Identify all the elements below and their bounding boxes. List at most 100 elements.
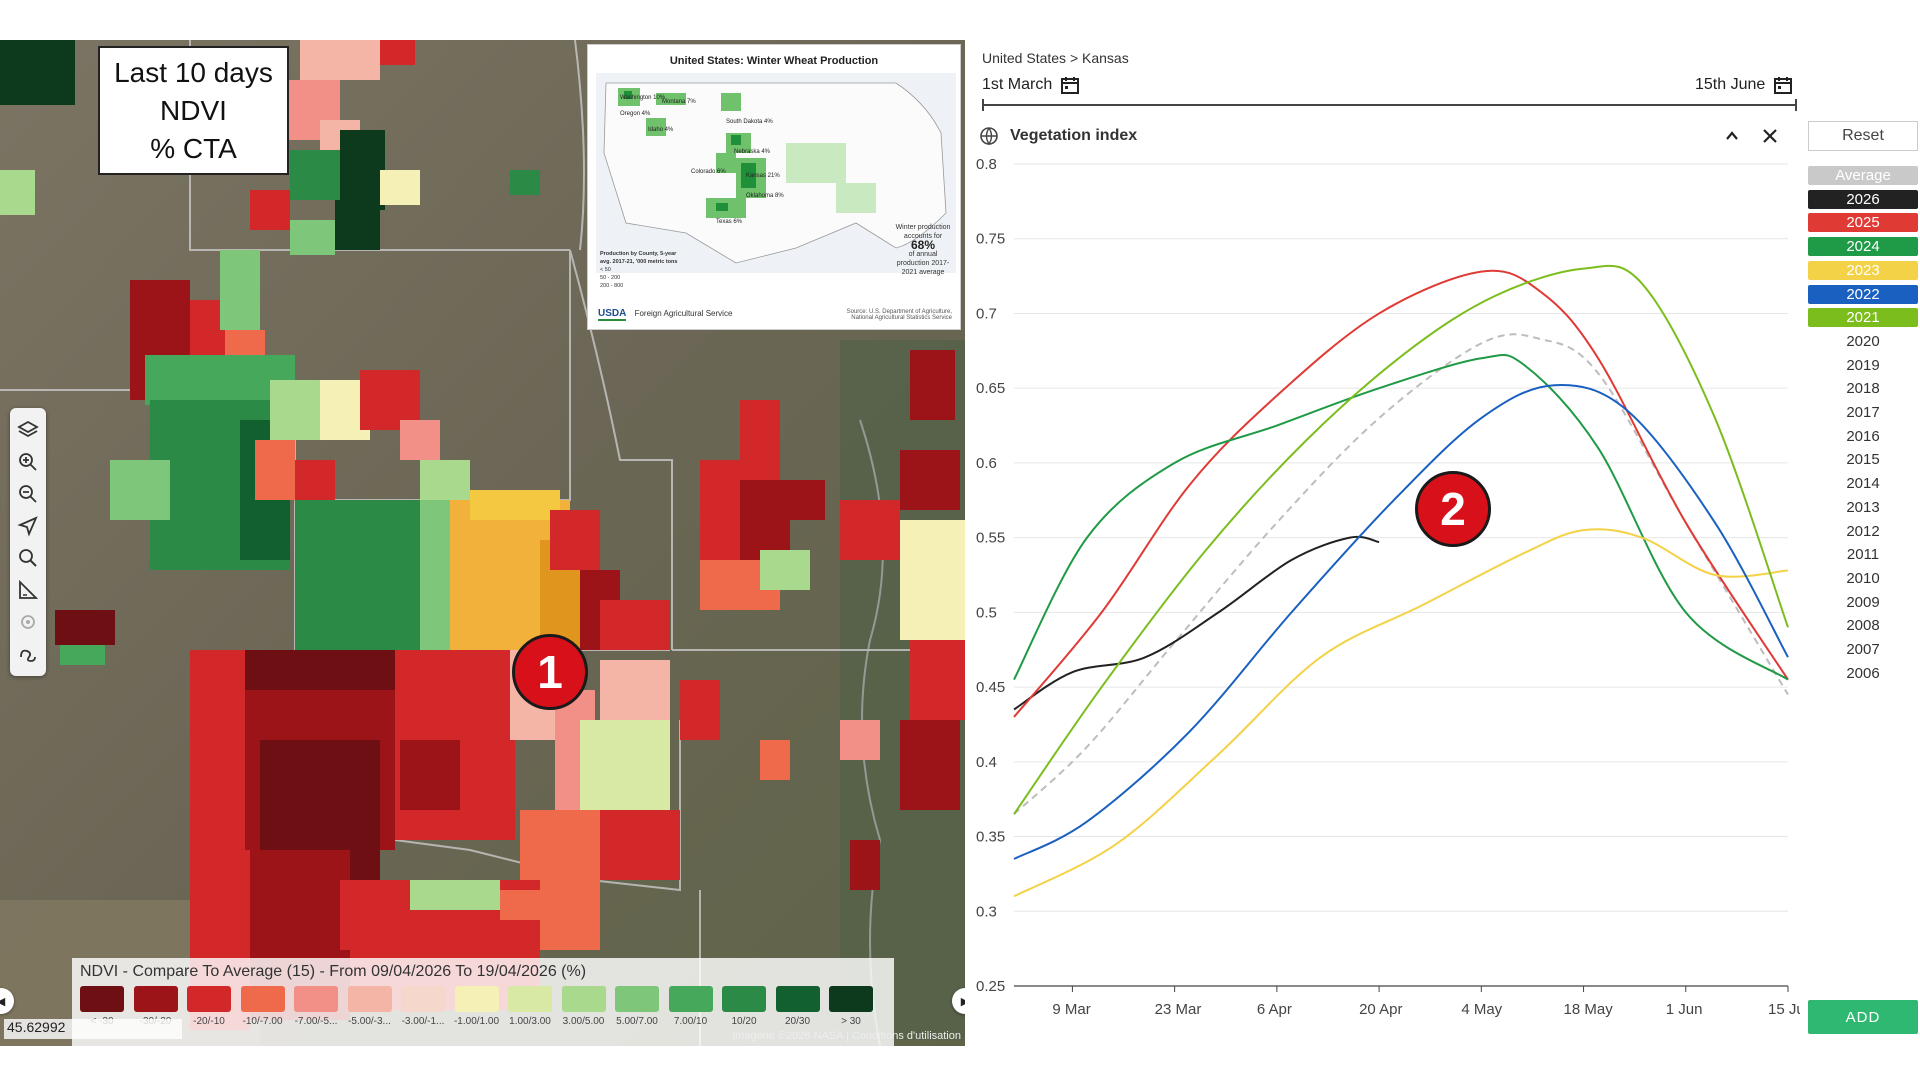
- year-button-2023[interactable]: 2023: [1808, 260, 1918, 280]
- year-button-2026[interactable]: 2026: [1808, 189, 1918, 209]
- close-icon: [1763, 129, 1777, 143]
- calendar-icon[interactable]: [1773, 75, 1793, 95]
- year-button-2017[interactable]: 2017: [1846, 404, 1880, 421]
- y-tick-label: 0.55: [976, 530, 1005, 547]
- legend-swatch: [561, 986, 606, 1012]
- close-button[interactable]: [1758, 124, 1782, 148]
- year-button-average[interactable]: Average: [1808, 166, 1918, 185]
- measure-icon[interactable]: [16, 578, 40, 602]
- x-tick-label: 20 Apr: [1359, 1001, 1402, 1018]
- year-button-2011[interactable]: 2011: [1846, 546, 1880, 564]
- legend-range-label: 10/20: [731, 1016, 757, 1027]
- date-range-slider[interactable]: [982, 99, 1797, 111]
- calendar-icon[interactable]: [1060, 75, 1080, 95]
- y-tick-label: 0.45: [976, 679, 1005, 696]
- map-marker-1: 1: [512, 634, 588, 710]
- year-button-2024[interactable]: 2024: [1808, 237, 1918, 257]
- map-panel[interactable]: Last 10 days NDVI % CTA United States: W…: [0, 40, 965, 1046]
- legend-range-label: 3.00/5.00: [562, 1016, 605, 1027]
- locate-icon[interactable]: [16, 610, 40, 634]
- collapse-button[interactable]: [1720, 124, 1744, 148]
- y-tick-label: 0.25: [976, 978, 1005, 995]
- legend-swatch: [454, 986, 499, 1012]
- series-line-2025[interactable]: [1013, 269, 1789, 718]
- year-button-2007[interactable]: 2007: [1846, 641, 1880, 658]
- year-button-2025[interactable]: 2025: [1808, 213, 1918, 233]
- legend-range-label: -20/-10: [193, 1016, 225, 1027]
- map-toolbar: [10, 408, 46, 676]
- search-icon[interactable]: [16, 546, 40, 570]
- reset-button[interactable]: Reset: [1808, 121, 1918, 151]
- x-tick-label: 6 Apr: [1257, 1001, 1292, 1018]
- caption-line-1: Last 10 days: [114, 56, 273, 88]
- year-button-2010[interactable]: 2010: [1846, 569, 1880, 587]
- usda-label-oregon: Oregon 4%: [620, 111, 651, 117]
- zoom-in-icon[interactable]: [16, 450, 40, 474]
- usda-share-callout: Winter production accounts for 68% of an…: [893, 223, 953, 277]
- year-button-2019[interactable]: 2019: [1846, 356, 1880, 374]
- y-tick-label: 0.6: [976, 455, 997, 472]
- usda-legend-item: 50 - 200: [600, 275, 621, 281]
- zoom-out-icon[interactable]: [16, 482, 40, 506]
- legend-swatch: [722, 986, 766, 1012]
- year-button-2008[interactable]: 2008: [1846, 617, 1880, 635]
- globe-icon: [980, 127, 998, 146]
- year-button-2013[interactable]: 2013: [1846, 498, 1880, 516]
- year-button-2012[interactable]: 2012: [1846, 522, 1880, 540]
- year-button-2022[interactable]: 2022: [1808, 284, 1918, 304]
- legend-swatch: [775, 986, 820, 1012]
- year-button-2006[interactable]: 2006: [1846, 664, 1880, 682]
- x-tick-label: 15 Jun: [1768, 1001, 1800, 1018]
- year-button-2020[interactable]: 2020: [1846, 332, 1880, 350]
- legend-range-label: 20/30: [784, 1016, 811, 1027]
- year-button-2018[interactable]: 2018: [1846, 380, 1880, 398]
- map-scroll-left-icon[interactable]: ◀: [0, 988, 14, 1014]
- add-button[interactable]: ADD: [1808, 1000, 1918, 1034]
- usda-agency-name: Foreign Agricultural Service: [634, 309, 733, 318]
- series-line-2023[interactable]: [1013, 528, 1789, 898]
- legend-range-label: 7.00/10: [673, 1016, 708, 1027]
- legend-range-label: -1.00/1.00: [453, 1016, 500, 1027]
- end-date-picker[interactable]: 15th June: [1695, 75, 1793, 95]
- navigate-icon[interactable]: [16, 514, 40, 538]
- year-button-2015[interactable]: 2015: [1846, 451, 1880, 469]
- legend-swatch: [829, 986, 873, 1012]
- series-line-2026[interactable]: [1013, 535, 1380, 711]
- layers-icon[interactable]: [16, 418, 40, 442]
- year-button-2016[interactable]: 2016: [1846, 427, 1880, 445]
- legend-range-label: 1.00/3.00: [509, 1016, 551, 1027]
- ndvi-legend: NDVI - Compare To Average (15) - From 09…: [72, 958, 894, 1046]
- legend-swatch: [80, 986, 124, 1012]
- legend-range-label: -7.00/-5...: [294, 1016, 338, 1027]
- usda-legend-item: 200 - 800: [600, 283, 624, 289]
- series-line-2024[interactable]: [1013, 354, 1789, 681]
- year-button-2021[interactable]: 2021: [1808, 308, 1918, 328]
- x-tick-label: 9 Mar: [1052, 1001, 1090, 1018]
- breadcrumb[interactable]: United States > Kansas: [982, 50, 1129, 66]
- x-tick-label: 4 May: [1461, 1001, 1502, 1018]
- map-attribution: Imagerie ©2026 NASA | Conditions d'utili…: [732, 1030, 961, 1042]
- legend-swatch: [508, 986, 552, 1012]
- map-scroll-right-icon[interactable]: ▶: [952, 988, 965, 1014]
- year-button-2009[interactable]: 2009: [1846, 593, 1880, 611]
- chart-marker-2: 2: [1415, 471, 1491, 547]
- legend-range-label: -3.00/-1...: [401, 1016, 445, 1027]
- usda-label-oklahoma: Oklahoma 8%: [746, 193, 784, 199]
- legend-range-label: -5.00/-3...: [348, 1016, 391, 1027]
- legend-swatch: [615, 986, 659, 1012]
- series-line-2021[interactable]: [1013, 264, 1789, 815]
- start-date-label: 1st March: [982, 76, 1053, 93]
- ndvi-legend-title: NDVI - Compare To Average (15) - From 09…: [80, 963, 587, 980]
- draw-icon[interactable]: [16, 642, 40, 666]
- series-line-2022[interactable]: [1013, 383, 1789, 860]
- series-line-average[interactable]: [1013, 333, 1789, 815]
- usda-share-note: of annual production 2017-2021 average: [896, 251, 950, 276]
- year-button-2014[interactable]: 2014: [1846, 475, 1880, 493]
- usda-legend: Production by County, 5-year avg. 2017-2…: [600, 250, 680, 290]
- usda-winter-wheat-map-inset: United States: Winter Wheat Production W…: [587, 44, 961, 330]
- start-date-picker[interactable]: 1st March: [982, 75, 1080, 95]
- legend-swatch: [187, 986, 231, 1012]
- caption-line-2: NDVI: [160, 94, 227, 126]
- legend-range-label: 5.00/7.00: [616, 1016, 658, 1027]
- usda-label-texas: Texas 6%: [716, 219, 743, 225]
